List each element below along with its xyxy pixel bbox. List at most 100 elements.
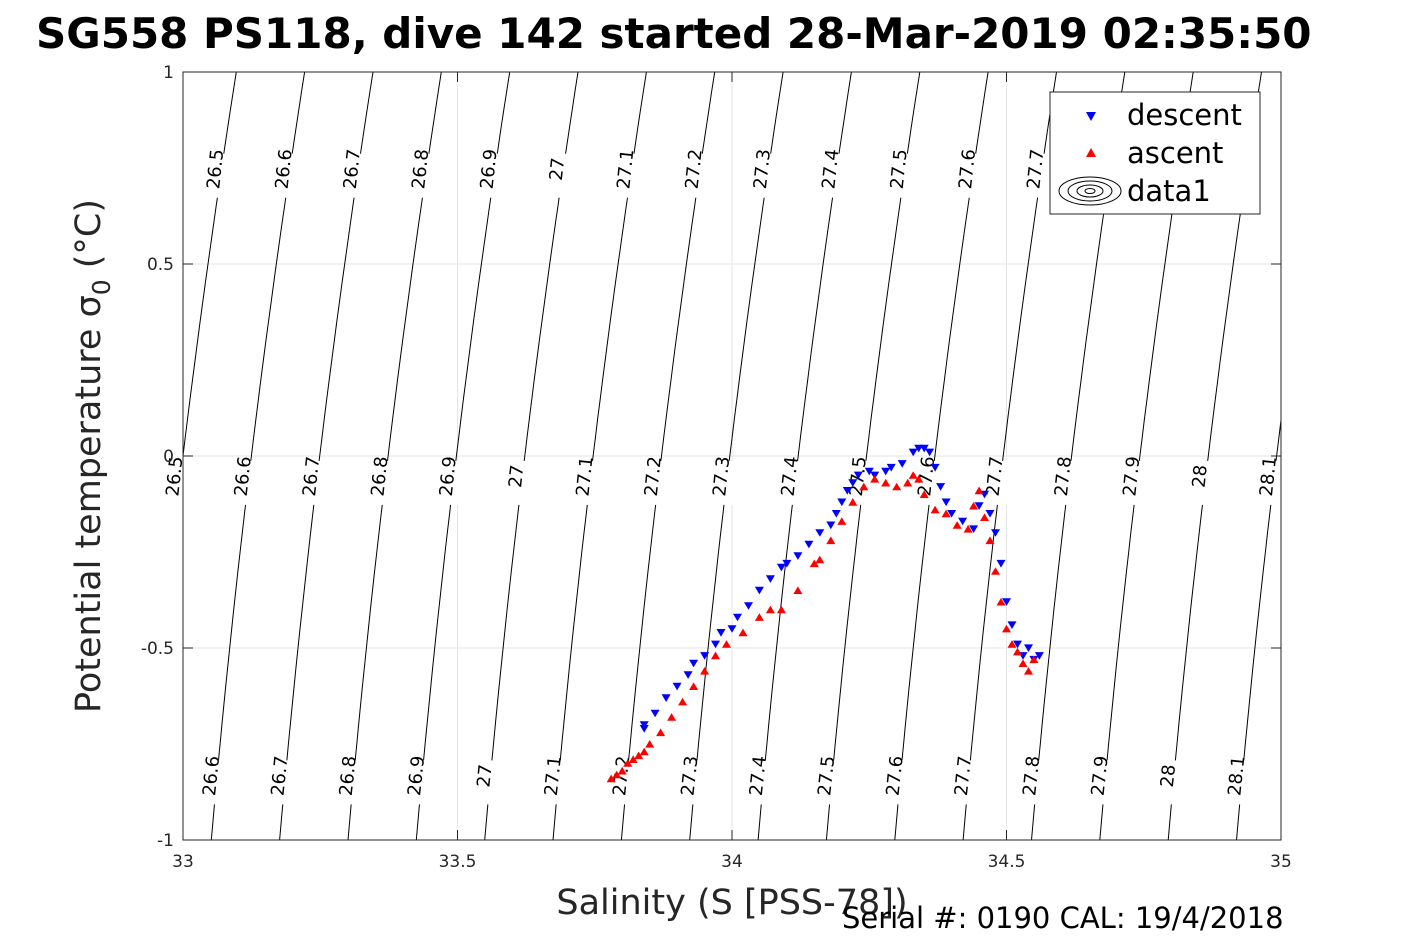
contour-label: 26.6 (231, 455, 256, 497)
contour-label-bg (1125, 460, 1148, 505)
ascent-point (903, 478, 913, 487)
ascent-point (892, 482, 902, 491)
ascent-point (991, 567, 1000, 575)
contour-label: 27 (505, 464, 528, 489)
isopycnal-line (552, 72, 647, 840)
ascent-point (859, 482, 869, 491)
descent-point (782, 559, 792, 568)
ascent-point (941, 509, 951, 518)
contour-label: 27.5 (887, 148, 912, 190)
contour-label: 26.7 (340, 148, 365, 190)
contour-label: 27.3 (678, 755, 703, 797)
contour-label: 27.8 (1051, 455, 1076, 497)
contour-label-bg (482, 153, 505, 198)
ascent-point (754, 613, 764, 621)
contour-label: 27.1 (541, 755, 566, 797)
ascent-point (908, 471, 918, 479)
descent-point (837, 498, 847, 507)
series-descent (639, 444, 1044, 733)
contour-label: 27.8 (1019, 755, 1044, 797)
descent-point (661, 694, 671, 702)
descent-point (826, 521, 836, 530)
ascent-point (1002, 624, 1011, 633)
contour-label: 27.5 (814, 755, 839, 797)
contour-label: 27.2 (641, 455, 666, 497)
legend-ascent-marker (1086, 148, 1096, 157)
contour-label-bg (683, 760, 706, 805)
descent-point (815, 529, 825, 537)
contour-label-bg (1057, 460, 1080, 505)
descent-point (727, 625, 737, 633)
ascent-point (974, 486, 984, 495)
contour-label-bg (961, 153, 984, 198)
ascent-point (738, 628, 748, 637)
ascent-point (639, 747, 649, 756)
axes: 33 33.5 34 34.5 35 -1 -0.5 0 0.5 1 (141, 63, 1292, 872)
contour-label: 27.9 (1119, 455, 1144, 497)
contour-label-bg (783, 460, 806, 505)
contour-label: 26.9 (404, 755, 429, 797)
ascent-point (985, 536, 995, 545)
contour-label: 27.1 (572, 455, 597, 497)
legend-descent-marker (1086, 112, 1096, 121)
descent-point (919, 444, 929, 453)
isopycnal-line (962, 72, 1057, 840)
descent-point (1024, 644, 1033, 652)
contour-label: 27.6 (883, 755, 908, 797)
isopycnal-line (757, 72, 852, 840)
contour-label-bg (756, 153, 779, 198)
ascent-point (689, 682, 699, 690)
y-tick-label: 1 (163, 63, 174, 83)
descent-point (969, 525, 979, 533)
isopycnal-27.3 (689, 72, 784, 840)
isopycnal-line (825, 72, 921, 840)
contour-label: 27.7 (1023, 148, 1048, 190)
isopycnal-27.4 (757, 72, 852, 840)
isopycnal-line (484, 72, 579, 840)
descent-point (853, 471, 863, 480)
ascent-point (617, 766, 627, 775)
ascent-point (1018, 659, 1028, 667)
ascent-point (881, 478, 891, 487)
contour-label: 28.1 (1256, 455, 1281, 497)
ascent-point (848, 498, 858, 506)
ascent-point (1024, 667, 1033, 675)
ascent-point (628, 755, 638, 763)
descent-point (936, 483, 946, 491)
contour-label-bg (237, 460, 260, 505)
descent-point (689, 659, 699, 668)
descent-point (744, 602, 753, 610)
ascent-point (667, 713, 677, 721)
legend-contour-icon (1058, 176, 1122, 206)
descent-point (974, 502, 984, 510)
x-axis-label: Salinity (S [PSS-78]) (556, 883, 907, 923)
contour-label: 26.7 (267, 755, 292, 797)
isopycnal-27 (484, 72, 579, 840)
isopycnal-line (279, 72, 374, 840)
contour-label-bg (277, 153, 300, 198)
ascent-point (634, 751, 644, 760)
contour-label-bg (1162, 760, 1185, 805)
contour-label: 27.4 (778, 455, 803, 497)
contour-label: 27.3 (750, 148, 775, 190)
ascent-point (700, 667, 710, 675)
descent-point (716, 629, 726, 637)
contour-label-bg (619, 153, 642, 198)
descent-point (793, 552, 803, 560)
legend: descent ascent data1 (1049, 91, 1261, 215)
ascent-point (930, 505, 940, 514)
descent-point (958, 517, 968, 526)
descent-point (842, 487, 852, 495)
contour-label: 27.3 (709, 455, 734, 497)
contour-label: 26.8 (408, 148, 433, 190)
contour-label: 26.9 (436, 455, 461, 497)
isopycnal-line (347, 72, 442, 840)
y-axis-label-unit: (°C) (69, 199, 109, 279)
contour-label: 26.8 (367, 455, 392, 497)
y-tick-label: -0.5 (141, 639, 174, 659)
contour-label-bg (373, 460, 396, 505)
descent-point (831, 510, 841, 518)
descent-point (776, 563, 786, 572)
chart-title: SG558 PS118, dive 142 started 28-Mar-201… (36, 9, 1312, 58)
ascent-point (919, 490, 929, 498)
